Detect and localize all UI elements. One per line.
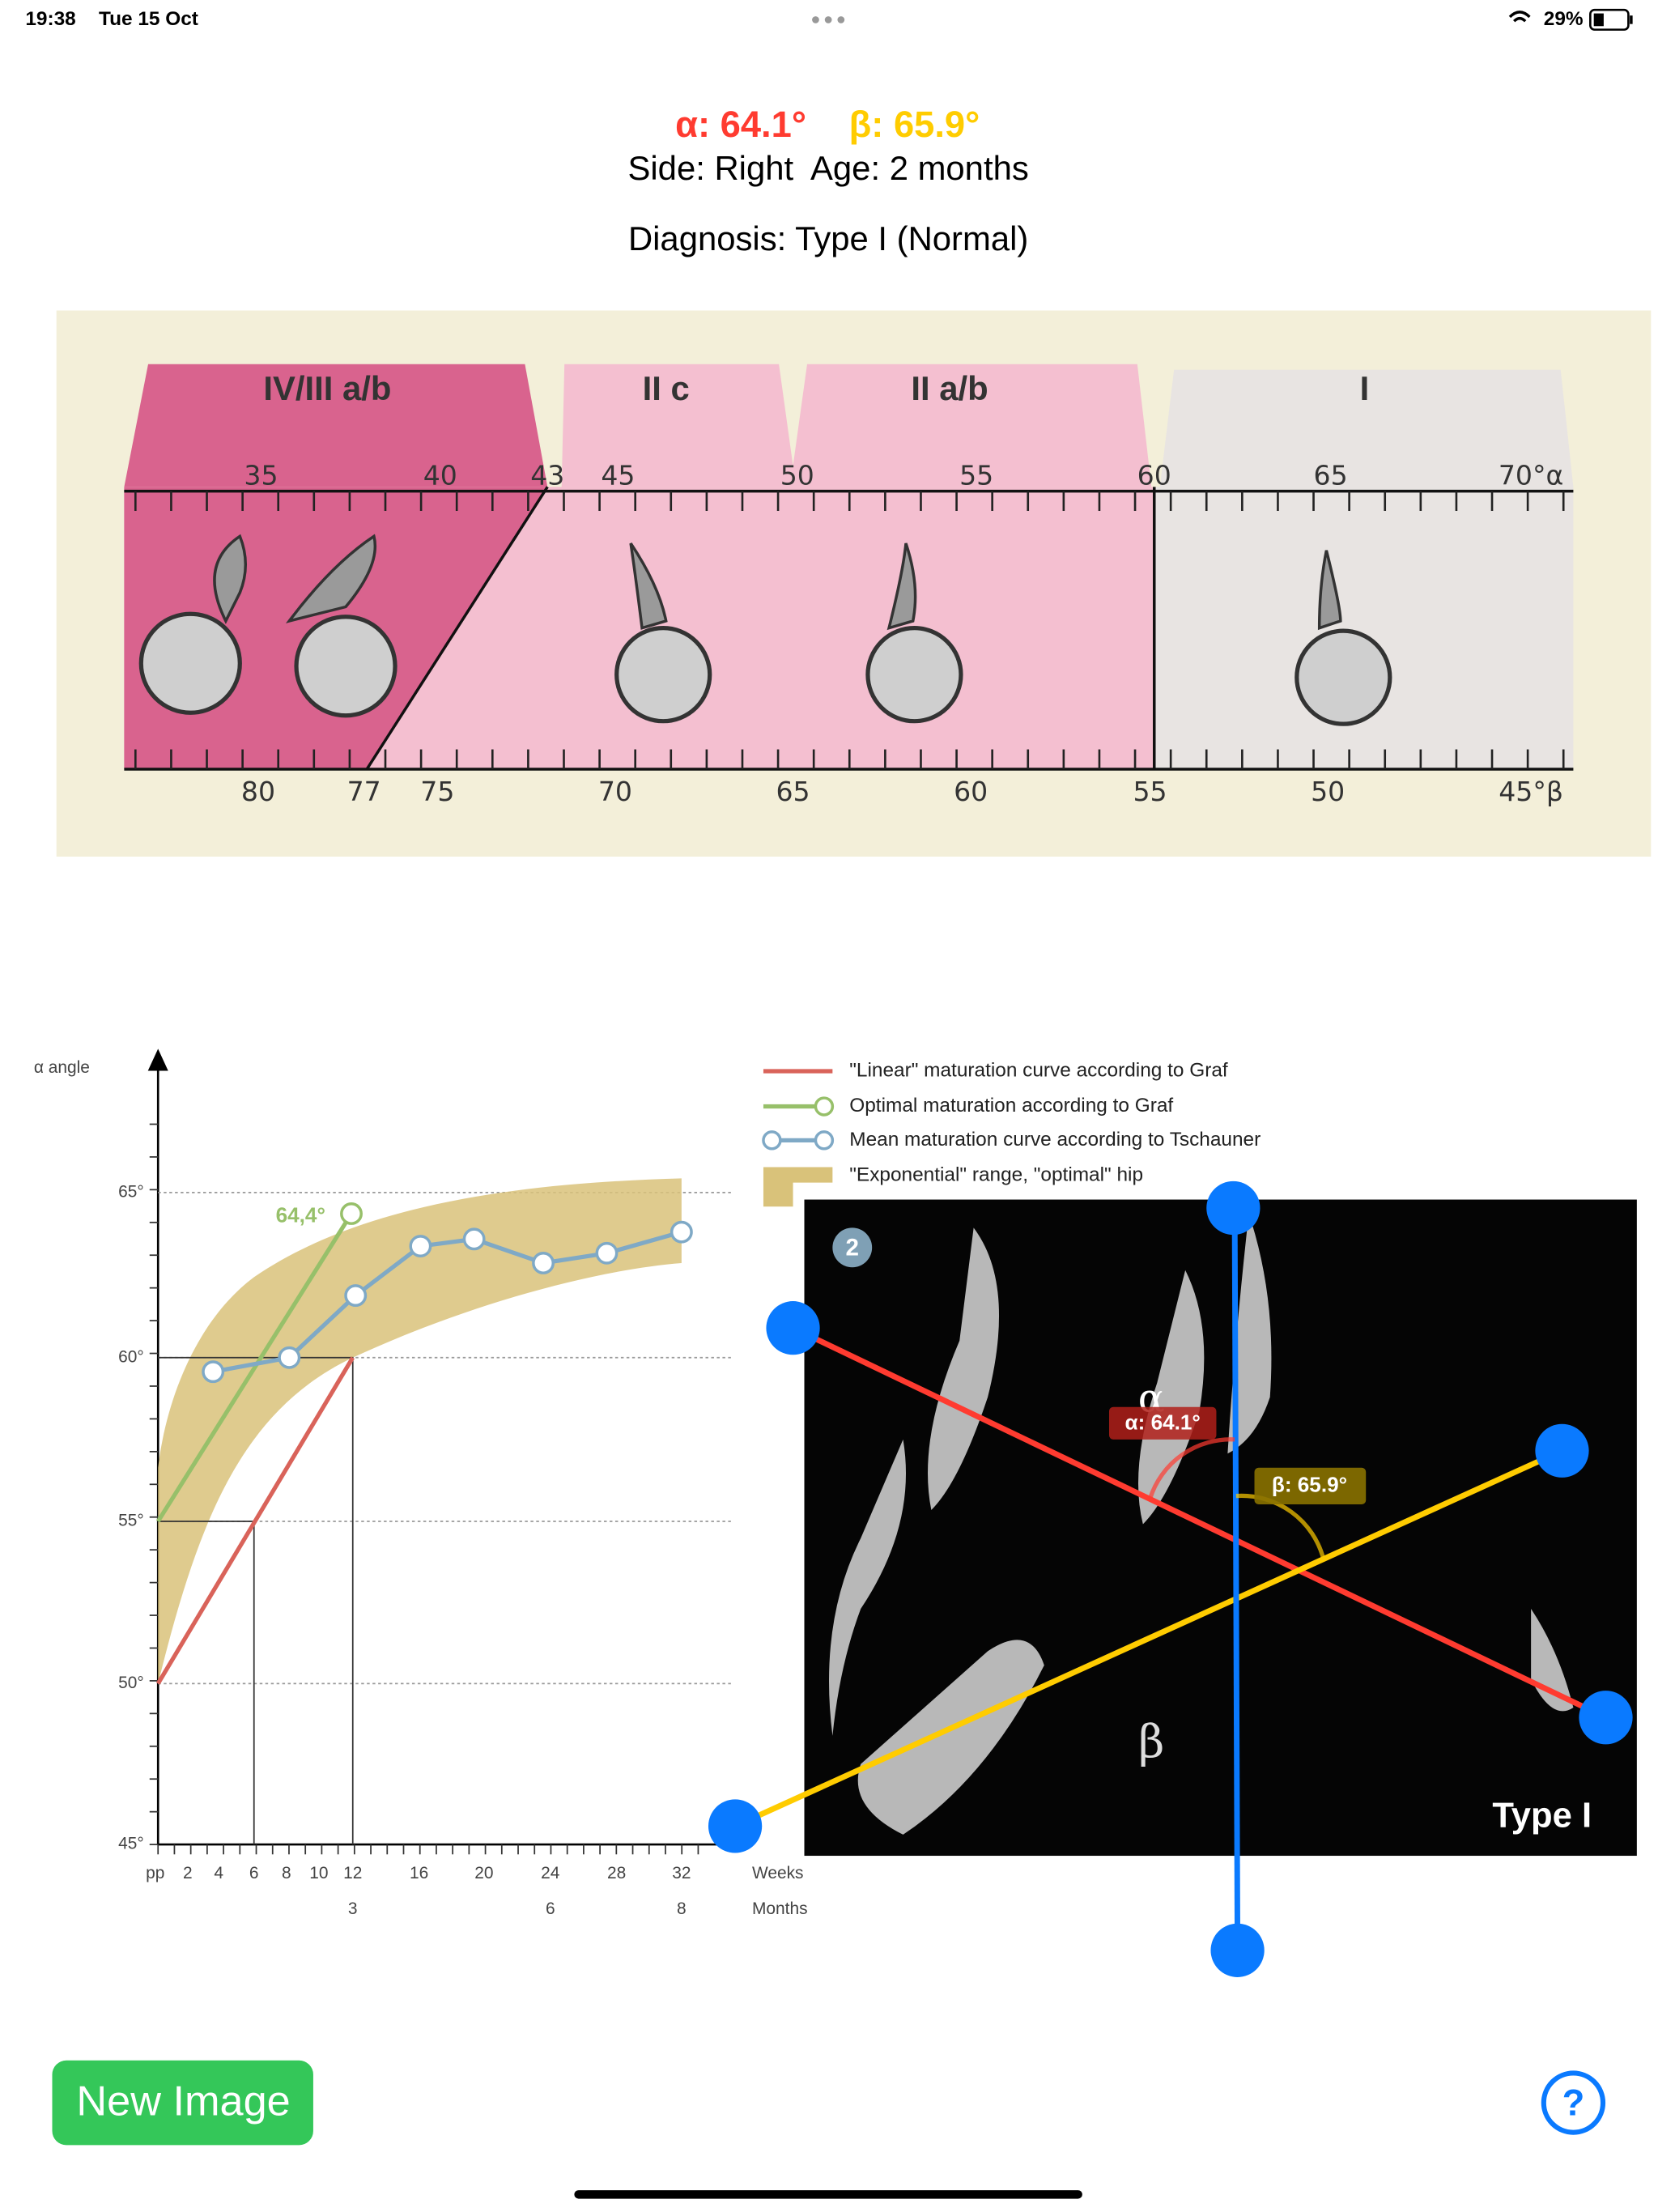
beta-scale-label: 75 <box>420 776 454 807</box>
type-label: II a/b <box>911 369 988 407</box>
beta-scale-label: 65 <box>776 776 810 807</box>
image-badge: 2 <box>846 1234 859 1261</box>
baseline-handle-bottom[interactable] <box>1210 1923 1265 1977</box>
status-time: 19:38 <box>25 8 75 30</box>
alpha-scale-label: 65 <box>1314 460 1348 491</box>
home-indicator <box>574 2190 1082 2199</box>
legend-entry: Optimal maturation according to Graf <box>849 1095 1173 1117</box>
alpha-result: α: 64.1° <box>675 104 806 145</box>
week-label: 20 <box>474 1864 493 1882</box>
week-label: 28 <box>607 1864 626 1882</box>
legend-entry: "Linear" maturation curve according to G… <box>849 1059 1228 1081</box>
week-label: 8 <box>282 1864 291 1882</box>
y-axis-label: α angle <box>34 1058 90 1077</box>
beta-scale-label: 80 <box>241 776 275 807</box>
alpha-scale-label: 35 <box>244 460 278 491</box>
months-label: Months <box>752 1899 808 1918</box>
week-label: pp <box>146 1864 164 1882</box>
week-label: 4 <box>214 1864 223 1882</box>
battery-icon <box>1589 8 1633 31</box>
baseline-handle-top[interactable] <box>1206 1180 1261 1236</box>
new-image-label: New Image <box>76 2078 290 2125</box>
beta-handle-end[interactable] <box>1535 1423 1589 1478</box>
month-label: 8 <box>677 1899 687 1918</box>
alpha-scale-label: 45 <box>601 460 635 491</box>
beta-label: β: 65.9° <box>1272 1472 1347 1496</box>
week-label: 32 <box>672 1864 691 1882</box>
beta-result: β: 65.9° <box>849 104 980 145</box>
y-tick-label: 50° <box>118 1674 144 1692</box>
week-label: 10 <box>309 1864 328 1882</box>
type-label: I <box>1360 369 1370 407</box>
weeks-label: Weeks <box>752 1864 804 1882</box>
month-label: 6 <box>546 1899 555 1918</box>
type-label: II c <box>643 369 690 407</box>
beta-scale-label: 77 <box>347 776 381 807</box>
week-label: 6 <box>249 1864 259 1882</box>
diagnosis: Diagnosis: Type I (Normal) <box>628 219 1028 257</box>
beta-scale-label: 50 <box>1311 776 1345 807</box>
alpha-scale-label: 40 <box>423 460 457 491</box>
new-image-button[interactable]: New Image <box>52 2060 313 2146</box>
alpha-label: α: 64.1° <box>1125 1410 1201 1435</box>
multitask-dots <box>812 16 845 23</box>
alpha-scale-label: 60 <box>1137 460 1171 491</box>
classification: Type I <box>1492 1796 1592 1835</box>
ultrasound-image: 2 α α: 64.1° β: 65.9° β Type I <box>708 1180 1637 1977</box>
legend-entry: "Exponential" range, "optimal" hip <box>849 1163 1143 1185</box>
beta-symbol: β <box>1138 1716 1164 1769</box>
y-tick-label: 45° <box>118 1835 144 1853</box>
alpha-scale-label: 55 <box>959 460 993 491</box>
beta-handle-start[interactable] <box>708 1799 763 1853</box>
type-label: IV/III a/b <box>263 369 391 407</box>
week-label: 24 <box>541 1864 560 1882</box>
y-tick-label: 65° <box>118 1182 144 1201</box>
alpha-scale-label: 50 <box>780 460 814 491</box>
help-label: ? <box>1562 2082 1585 2124</box>
status-date: Tue 15 Oct <box>99 8 198 30</box>
beta-scale-label: 55 <box>1133 776 1167 807</box>
alpha-scale-label: 70°α <box>1499 460 1564 491</box>
alpha-scale-label: 43 <box>530 460 564 491</box>
beta-scale-label: 45°β <box>1499 776 1563 807</box>
wifi-icon <box>1508 11 1531 23</box>
alpha-handle-end[interactable] <box>1579 1691 1633 1745</box>
help-button[interactable]: ? <box>1541 2070 1606 2135</box>
side-age: Side: Right Age: 2 months <box>627 149 1028 187</box>
month-label: 3 <box>348 1899 358 1918</box>
battery-level: 29% <box>1544 8 1584 30</box>
week-label: 2 <box>183 1864 193 1882</box>
beta-scale-label: 70 <box>598 776 632 807</box>
y-tick-label: 60° <box>118 1347 144 1366</box>
maturation-chart: α angle 64,4° Weeks Months 65° 60° 55° 50° 4… <box>34 1049 1261 1918</box>
legend-entry: Mean maturation curve according to Tscha… <box>849 1129 1261 1151</box>
beta-scale-label: 60 <box>954 776 988 807</box>
week-label: 16 <box>410 1864 428 1882</box>
annotation: 64,4° <box>276 1202 325 1227</box>
alpha-handle-start[interactable] <box>766 1301 820 1355</box>
week-label: 12 <box>343 1864 362 1882</box>
y-tick-label: 55° <box>118 1511 144 1529</box>
graf-chart: IV/III a/b II c II a/b I 35 40 43 45 50 55 60 65 70°… <box>56 310 1652 857</box>
